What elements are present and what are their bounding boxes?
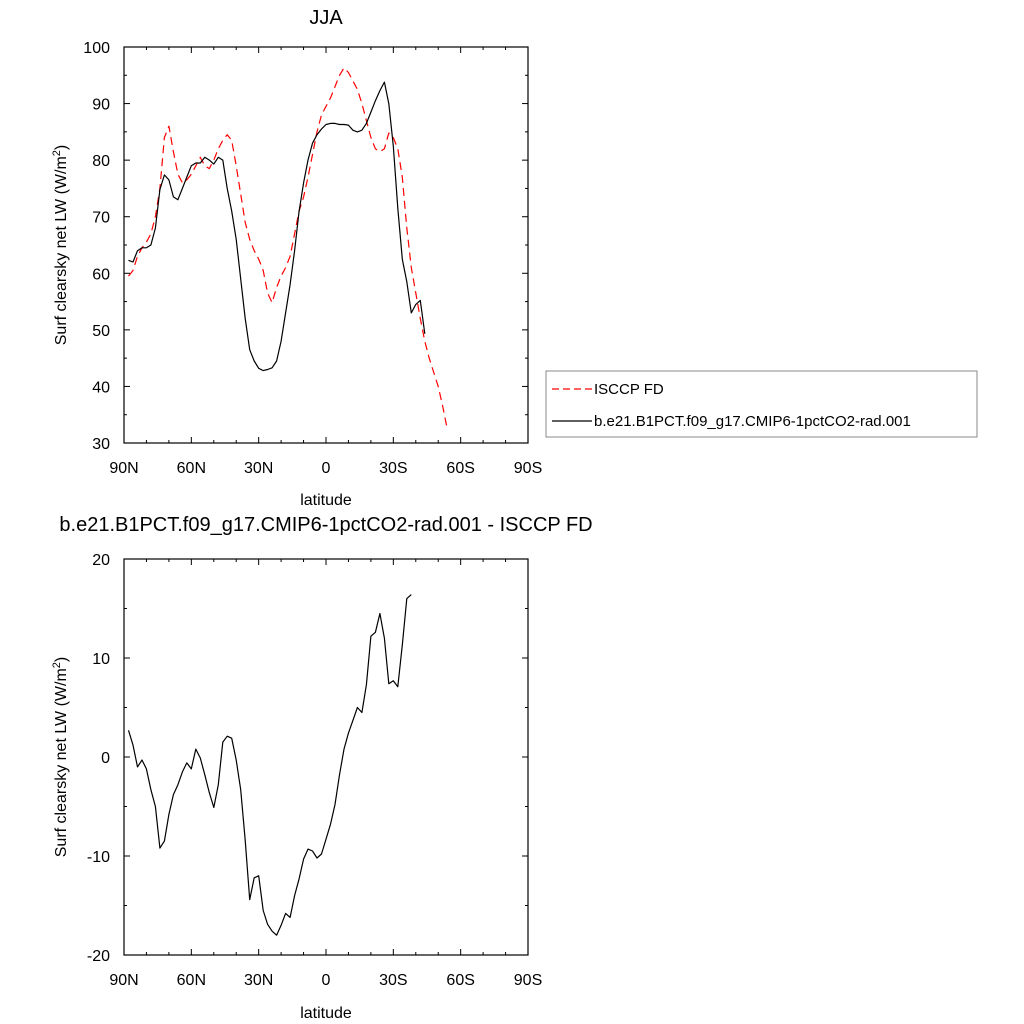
top-x-tick-label: 60S [446,460,474,477]
top-y-axis-label: Surf clearsky net LW (W/m2) [51,145,70,346]
legend-label-isccp: ISCCP FD [594,381,664,398]
top-x-axis-label: latitude [300,492,352,509]
top-y-tick-label: 40 [92,379,110,396]
top-y-tick-label: 80 [92,153,110,170]
bottom-x-tick-label: 90S [514,972,542,989]
top-panel: JJA 90N 60N 30N 0 30S 60S 90S 30 40 50 60 70 80 90 100… [51,7,978,509]
bottom-x-axis-label: latitude [300,1005,352,1022]
top-y-tick-label: 90 [92,97,110,114]
legend: ISCCP FD b.e21.B1PCT.f09_g17.CMIP6-1pctC… [545,370,978,438]
bottom-series-lines [127,594,412,936]
bottom-x-tick-label: 0 [322,972,331,989]
top-x-tick-label: 30N [244,460,273,477]
bottom-series-line-0 [127,594,412,936]
top-y-tick-label: 30 [92,436,110,453]
bottom-x-tick-label: 60S [446,972,474,989]
bottom-plot-frame [123,558,529,956]
bottom-x-tick-label: 30N [244,972,273,989]
legend-label-model: b.e21.B1PCT.f09_g17.CMIP6-1pctCO2-rad.00… [594,413,911,430]
top-series-lines [128,67,448,430]
bottom-x-tick-label: 60N [177,972,206,989]
bottom-panel: b.e21.B1PCT.f09_g17.CMIP6-1pctCO2-rad.00… [51,514,593,1022]
top-x-tick-label: 30S [379,460,407,477]
top-y-tick-label: 100 [83,40,110,57]
bottom-y-tick-label: -20 [87,948,110,965]
top-y-tick-label: 50 [92,323,110,340]
top-y-tick-label: 60 [92,266,110,283]
top-y-tick-label: 70 [92,210,110,227]
top-x-tick-label: 90S [514,460,542,477]
bottom-x-tick-label: 30S [379,972,407,989]
bottom-chart-title: b.e21.B1PCT.f09_g17.CMIP6-1pctCO2-rad.00… [59,514,592,536]
top-series-line-0 [128,67,448,430]
top-x-tick-label: 60N [177,460,206,477]
bottom-y-tick-label: -10 [87,849,110,866]
top-series-line-1 [128,81,426,372]
bottom-axis-ticks: 90N 60N 30N 0 30S 60S 90S -20 -10 0 10 20 [87,552,542,989]
legend-box [545,370,978,438]
bottom-x-tick-label: 90N [109,972,138,989]
bottom-y-tick-label: 20 [92,552,110,569]
top-x-tick-label: 90N [109,460,138,477]
bottom-y-tick-label: 0 [101,750,110,767]
top-axis-ticks: 90N 60N 30N 0 30S 60S 90S 30 40 50 60 70 80 90 100 [83,40,542,477]
top-chart-title: JJA [309,7,343,29]
top-x-tick-label: 0 [322,460,331,477]
bottom-y-axis-label: Surf clearsky net LW (W/m2) [51,657,70,858]
bottom-y-tick-label: 10 [92,651,110,668]
